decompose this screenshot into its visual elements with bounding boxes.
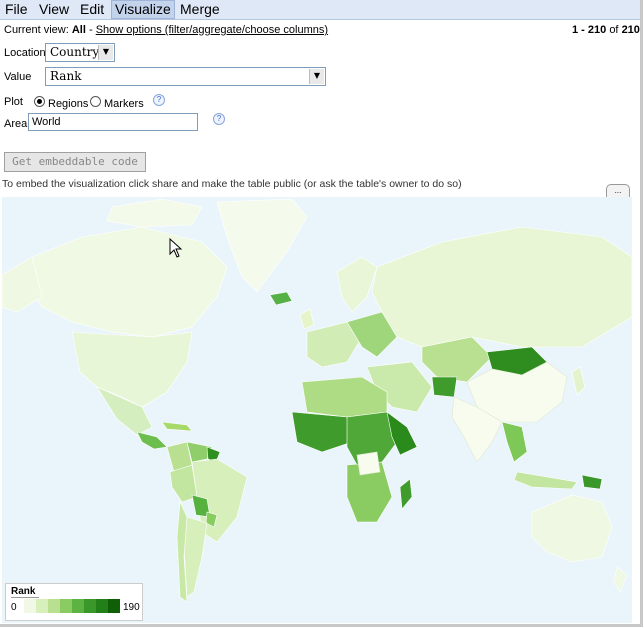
current-view-sep: - xyxy=(85,24,96,36)
menu-visualize[interactable]: Visualize xyxy=(111,0,175,19)
region-greenland xyxy=(216,198,308,293)
current-view-label: Current view: xyxy=(4,24,69,36)
legend-swatch xyxy=(60,599,72,613)
plot-markers-radio[interactable] xyxy=(90,96,101,107)
pagination-total: 210 xyxy=(621,24,640,36)
region-madagascar xyxy=(399,478,413,510)
region-horn-of-africa xyxy=(386,411,418,456)
menubar: File View Edit Visualize Merge xyxy=(0,0,640,20)
region-chile xyxy=(176,500,188,603)
location-select[interactable]: Country ▼ xyxy=(45,43,115,62)
help-icon[interactable]: ? xyxy=(153,94,165,106)
region-east-europe xyxy=(346,311,398,358)
region-southeast-asia xyxy=(501,421,528,463)
legend-title: Rank xyxy=(11,586,39,598)
chevron-down-icon: ▼ xyxy=(309,69,324,84)
region-east-africa-light xyxy=(356,451,381,476)
plot-markers-label: Markers xyxy=(104,98,144,110)
region-russia xyxy=(371,226,632,348)
region-caribbean xyxy=(161,421,193,432)
region-iceland xyxy=(269,291,293,306)
current-view-value: All xyxy=(71,24,86,36)
legend-gradient xyxy=(24,599,120,613)
legend-swatch xyxy=(72,599,84,613)
legend-swatch xyxy=(24,599,36,613)
legend-swatch xyxy=(48,599,60,613)
current-view: Current view: All - Show options (filter… xyxy=(4,24,328,36)
pagination-range: 1 - 210 xyxy=(572,24,607,36)
region-peru xyxy=(169,464,198,503)
area-input[interactable] xyxy=(28,113,198,131)
menu-edit[interactable]: Edit xyxy=(80,1,105,17)
plot-regions-radio[interactable] xyxy=(34,96,45,107)
legend-swatch xyxy=(84,599,96,613)
get-embeddable-code-button[interactable]: Get embeddable code xyxy=(4,152,146,172)
region-australia xyxy=(531,494,613,563)
region-canada xyxy=(26,226,228,338)
region-west-africa xyxy=(291,411,353,453)
pagination-of: of xyxy=(609,24,619,36)
region-japan xyxy=(571,366,586,396)
region-alaska xyxy=(2,256,43,313)
region-arctic-islands xyxy=(106,198,203,228)
menu-file[interactable]: File xyxy=(5,1,28,17)
geo-map[interactable] xyxy=(2,197,632,623)
map-tab-button[interactable]: ... xyxy=(606,184,630,198)
legend-swatch xyxy=(96,599,108,613)
show-options-link[interactable]: Show options (filter/aggregate/choose co… xyxy=(95,24,329,36)
region-afghanistan xyxy=(431,376,458,398)
chevron-down-icon: ▼ xyxy=(98,45,113,60)
region-central-america xyxy=(136,431,168,450)
legend-swatch xyxy=(36,599,48,613)
region-venezuela xyxy=(186,441,213,463)
value-select-value: Rank xyxy=(50,69,82,83)
region-mexico xyxy=(96,386,153,436)
value-label: Value xyxy=(4,71,32,83)
region-india xyxy=(451,396,503,463)
menu-view[interactable]: View xyxy=(39,1,70,17)
region-paraguay xyxy=(205,511,218,528)
world-map-svg xyxy=(2,198,632,603)
area-label: Area xyxy=(4,118,28,130)
region-indonesia xyxy=(513,471,578,490)
legend-min: 0 xyxy=(11,602,17,613)
menu-merge[interactable]: Merge xyxy=(180,1,220,17)
region-new-zealand xyxy=(613,566,628,593)
region-argentina xyxy=(183,516,208,598)
embed-note: To embed the visualization click share a… xyxy=(2,178,462,190)
location-label: Location xyxy=(4,47,46,59)
region-south-africa-nation xyxy=(346,461,393,523)
region-png xyxy=(581,474,603,490)
region-scandinavia xyxy=(336,256,378,313)
pagination: 1 - 210 of 210 xyxy=(572,24,640,36)
region-uk xyxy=(299,308,315,330)
location-select-value: Country xyxy=(50,45,100,59)
value-select[interactable]: Rank ▼ xyxy=(45,67,326,86)
plot-regions-label: Regions xyxy=(48,98,89,110)
map-legend: Rank 0 190 xyxy=(5,583,143,621)
mouse-cursor-icon xyxy=(169,238,182,258)
legend-swatch xyxy=(108,599,120,613)
legend-max: 190 xyxy=(123,602,140,613)
region-usa xyxy=(71,331,193,408)
help-icon[interactable]: ? xyxy=(213,113,225,125)
plot-label: Plot xyxy=(4,96,23,108)
